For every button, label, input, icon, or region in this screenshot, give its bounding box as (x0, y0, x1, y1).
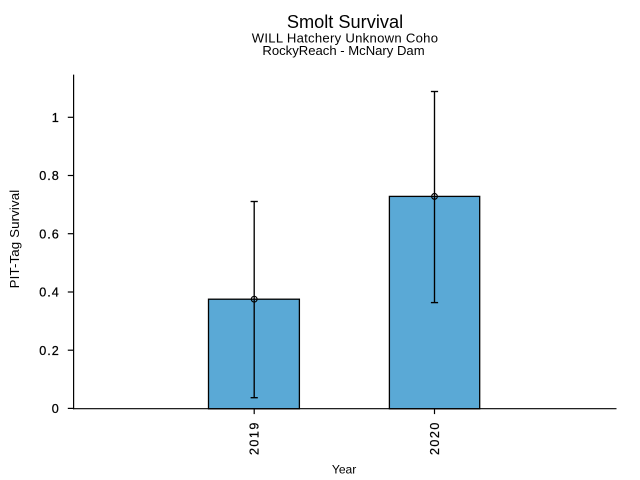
svg-text:0: 0 (52, 402, 60, 416)
svg-text:0.6: 0.6 (39, 227, 60, 241)
svg-text:Smolt Survival: Smolt Survival (287, 12, 403, 32)
svg-text:1: 1 (52, 111, 60, 125)
svg-text:0.2: 0.2 (39, 344, 60, 358)
svg-text:0.4: 0.4 (39, 286, 60, 300)
svg-text:0.8: 0.8 (39, 169, 60, 183)
svg-text:WILL Hatchery Unknown Coho: WILL Hatchery Unknown Coho (252, 30, 439, 45)
svg-text:PIT-Tag Survival: PIT-Tag Survival (7, 190, 22, 289)
svg-text:2019: 2019 (248, 421, 262, 455)
svg-text:Year: Year (332, 463, 356, 477)
svg-text:RockyReach - McNary Dam: RockyReach - McNary Dam (262, 43, 424, 58)
svg-text:2020: 2020 (428, 421, 442, 455)
